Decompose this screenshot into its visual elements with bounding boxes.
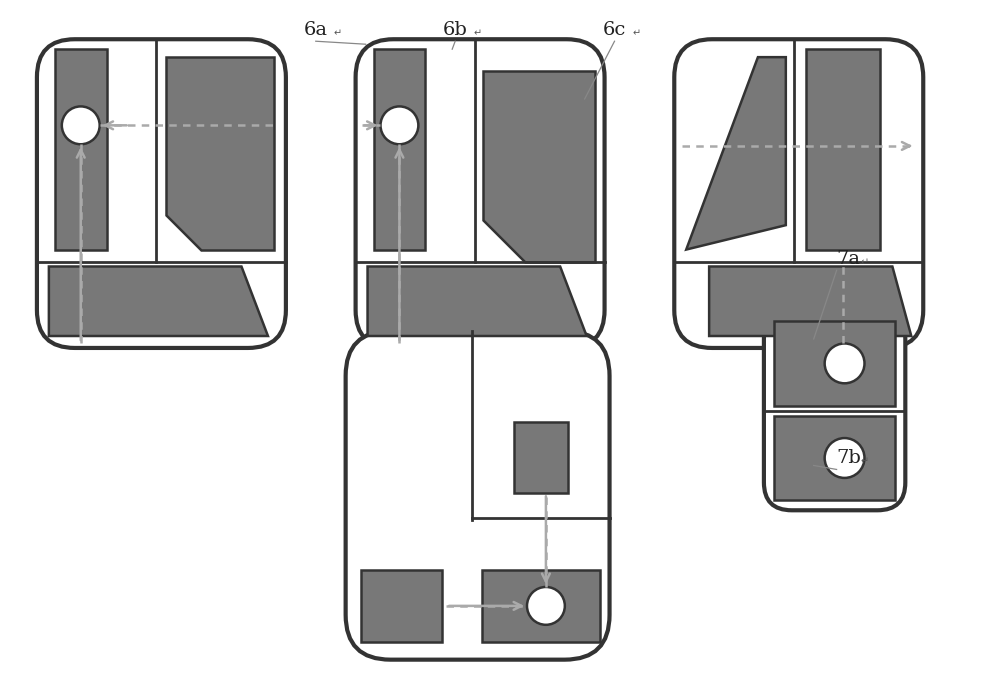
Circle shape xyxy=(380,106,418,144)
Polygon shape xyxy=(686,57,786,250)
Polygon shape xyxy=(709,267,911,336)
Text: ↵: ↵ xyxy=(632,28,641,38)
Circle shape xyxy=(825,343,864,384)
Bar xyxy=(374,49,425,250)
Bar xyxy=(774,416,895,500)
Text: 7b: 7b xyxy=(837,450,861,468)
Circle shape xyxy=(825,438,864,478)
Bar xyxy=(482,570,600,642)
Text: ↵: ↵ xyxy=(861,257,869,267)
Bar xyxy=(514,422,568,493)
Bar xyxy=(806,49,880,250)
Text: ↵: ↵ xyxy=(334,28,342,38)
Polygon shape xyxy=(49,267,268,336)
FancyBboxPatch shape xyxy=(346,331,610,660)
FancyBboxPatch shape xyxy=(356,39,605,348)
Text: 7a: 7a xyxy=(837,250,861,269)
Text: 6a: 6a xyxy=(304,22,328,39)
FancyBboxPatch shape xyxy=(674,39,923,348)
FancyBboxPatch shape xyxy=(37,39,286,348)
Polygon shape xyxy=(166,57,274,250)
Polygon shape xyxy=(483,71,595,262)
Text: ↵: ↵ xyxy=(473,28,481,38)
Circle shape xyxy=(527,587,565,625)
Text: ↵: ↵ xyxy=(861,456,869,466)
Circle shape xyxy=(62,106,100,144)
Bar xyxy=(774,321,895,406)
FancyBboxPatch shape xyxy=(764,311,905,510)
Bar xyxy=(361,570,442,642)
Text: 6b: 6b xyxy=(443,22,468,39)
Polygon shape xyxy=(368,267,587,336)
Text: 6c: 6c xyxy=(603,22,626,39)
Bar xyxy=(55,49,107,250)
